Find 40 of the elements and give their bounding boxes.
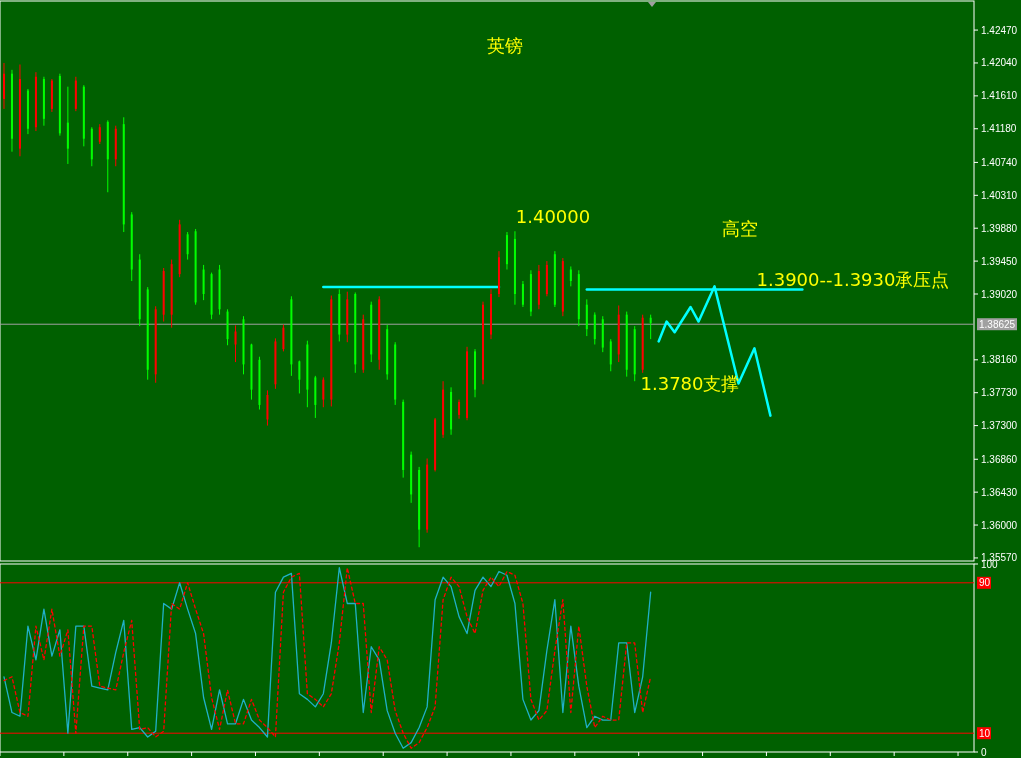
candlestick [569,265,572,287]
y-tick-label: 1.39450 [981,255,1018,267]
annotation: 1.3900--1.3930承压点 [756,269,950,290]
y-tick-label: 1.36860 [981,453,1018,465]
candlestick [322,376,325,408]
candlestick [482,301,485,385]
y-tick-label: 1.42470 [981,24,1018,36]
y-tick-label: 1.40310 [981,189,1018,201]
y-tick-label: 1.42040 [981,57,1018,69]
candlestick [489,288,492,340]
candlestick [521,280,524,308]
y-tick-label: 1.39020 [981,288,1018,300]
candlestick [649,314,652,340]
y-tick-label: 1.37730 [981,387,1018,399]
y-tick-label: 1.40740 [981,156,1018,168]
y-tick-label: 1.39880 [981,222,1018,234]
candlestick [458,399,461,420]
y-tick-label: 1.41180 [981,123,1017,135]
candlestick [98,123,101,145]
candlestick [2,62,5,110]
annotation: 高空 [722,218,758,239]
ref-line-label: 10 [979,727,991,739]
y-tick-label: 1.41610 [981,90,1018,102]
y-tick-label: 1.37300 [981,420,1018,432]
y-tick-label: 1.38160 [981,354,1018,366]
candlestick [298,360,301,394]
candlestick [497,250,500,298]
candlestick [234,324,237,363]
y-tick-label: 1.36000 [981,519,1018,531]
candlestick [609,338,612,372]
candlestick [10,69,13,153]
candlestick [282,324,285,352]
y-tick-label: 0 [981,746,987,758]
candlestick [186,231,189,261]
annotation: 1.3780支撑 [640,373,740,394]
annotation: 1.40000 [515,206,591,227]
y-tick-label: 1.36430 [981,486,1018,498]
ref-line-label: 1.38625 [979,318,1016,330]
ref-line-label: 90 [979,577,991,589]
text: 英镑 [487,35,523,56]
